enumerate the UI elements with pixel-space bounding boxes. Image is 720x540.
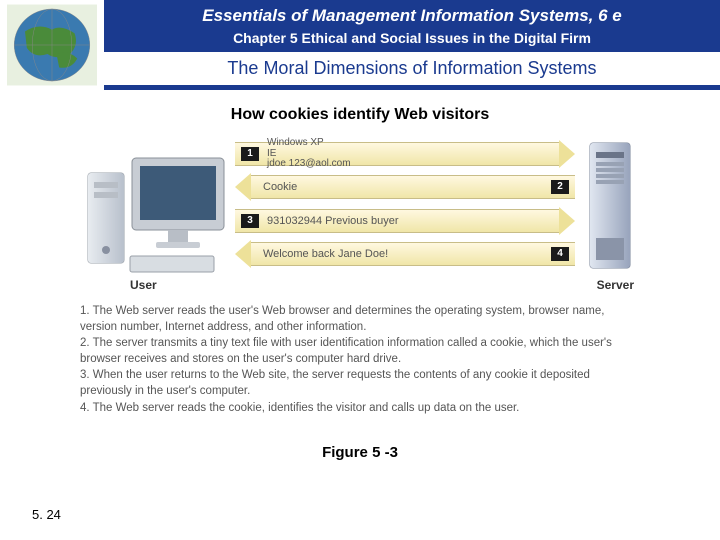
arrow-body-3: 931032944 Previous buyer — [235, 209, 559, 233]
globe-icon — [7, 4, 97, 86]
arrow-stack: 1 Windows XP IE jdoe 123@aol.com Cookie … — [235, 140, 575, 268]
server-label: Server — [597, 278, 634, 292]
arrow-1-line-1: Windows XP — [267, 138, 351, 149]
arrow-tip-4 — [235, 240, 251, 268]
book-title: Essentials of Management Information Sys… — [202, 6, 621, 26]
step-number-3: 3 — [241, 214, 259, 228]
arrow-tip-2 — [235, 173, 251, 201]
arrow-body-4: Welcome back Jane Doe! — [251, 242, 575, 266]
arrow-row-2: Cookie 2 — [235, 173, 575, 201]
arrow-row-1: 1 Windows XP IE jdoe 123@aol.com — [235, 140, 575, 168]
arrow-4-line-1: Welcome back Jane Doe! — [263, 248, 388, 260]
arrow-1-line-3: jdoe 123@aol.com — [267, 159, 351, 170]
step-text-2: 2. The server transmits a tiny text file… — [80, 335, 640, 367]
arrow-row-4: Welcome back Jane Doe! 4 — [235, 240, 575, 268]
arrow-row-3: 3 931032944 Previous buyer — [235, 207, 575, 235]
arrow-2-line-1: Cookie — [263, 181, 297, 193]
chapter-line: Chapter 5 Ethical and Social Issues in t… — [233, 30, 591, 46]
arrow-tip-1 — [559, 140, 575, 168]
content-title: How cookies identify Web visitors — [30, 106, 690, 124]
server-graphic — [580, 138, 640, 278]
step-text-3: 3. When the user returns to the Web site… — [80, 367, 640, 399]
step-number-2: 2 — [551, 180, 569, 194]
user-label: User — [130, 278, 157, 292]
page-number: 5. 24 — [32, 507, 61, 522]
step-number-4: 4 — [551, 247, 569, 261]
header-text-block: Essentials of Management Information Sys… — [104, 0, 720, 90]
globe-image-box — [0, 0, 104, 90]
step-text-1: 1. The Web server reads the user's Web b… — [80, 303, 640, 335]
figure-label: Figure 5 -3 — [30, 444, 690, 461]
arrow-tip-3 — [559, 207, 575, 235]
step-text-4: 4. The Web server reads the cookie, iden… — [80, 400, 640, 416]
step-explanations: 1. The Web server reads the user's Web b… — [80, 303, 640, 416]
arrow-body-2: Cookie — [251, 175, 575, 199]
arrow-3-line-1: 931032944 Previous buyer — [267, 215, 398, 227]
user-computer-graphic — [80, 138, 230, 278]
slide-body: How cookies identify Web visitors — [0, 90, 720, 461]
slide-header: Essentials of Management Information Sys… — [0, 0, 720, 90]
step-number-1: 1 — [241, 147, 259, 161]
section-subtitle: The Moral Dimensions of Information Syst… — [104, 52, 720, 85]
cookie-diagram: 1 Windows XP IE jdoe 123@aol.com Cookie … — [80, 138, 640, 293]
arrow-body-1: Windows XP IE jdoe 123@aol.com — [235, 142, 559, 166]
